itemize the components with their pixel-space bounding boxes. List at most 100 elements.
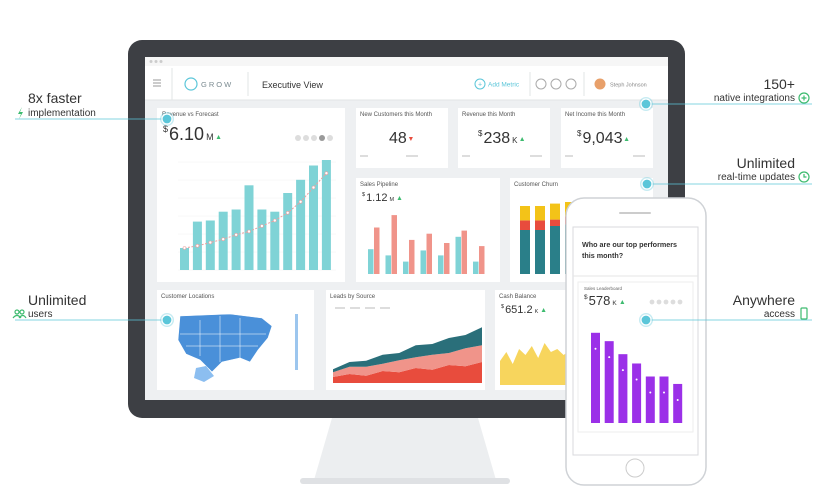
stacked-bar (520, 220, 530, 230)
callout-title: Unlimited (737, 155, 795, 171)
view-title: Executive View (262, 80, 323, 90)
bar-dot (676, 398, 679, 401)
area (500, 343, 570, 385)
bar (438, 255, 444, 274)
range-dot (295, 135, 301, 141)
forecast-dot (285, 211, 290, 215)
window-dot (149, 60, 153, 63)
legend-swatch (335, 307, 345, 309)
currency: $ (501, 304, 504, 310)
bar (385, 255, 391, 274)
bar (270, 211, 280, 270)
forecast-dot (260, 224, 264, 228)
bolt (18, 107, 23, 119)
bar (368, 249, 374, 274)
user-name[interactable]: Steph Johnson (610, 83, 647, 89)
widget-title: Sales Pipeline (360, 182, 399, 188)
forecast-dot (311, 185, 316, 190)
bar (180, 248, 189, 270)
forecast-dot (247, 229, 251, 234)
callout-dot (640, 98, 652, 110)
trend-up (541, 308, 546, 312)
toolbar-icon[interactable] (550, 78, 562, 90)
bar (283, 193, 293, 270)
plus-icon (798, 92, 810, 104)
phone: Who are our top performers this month? S… (565, 197, 707, 486)
metric-value: $238 K (478, 129, 518, 147)
widget-card (356, 108, 448, 168)
home-button[interactable] (625, 458, 645, 478)
bar (659, 376, 669, 423)
forecast-dot (234, 233, 238, 237)
value: 578 (589, 293, 611, 308)
callout-title: Unlimited (28, 292, 86, 308)
widget-title: Sales Leaderboard (584, 286, 623, 291)
callout-title: Anywhere (733, 292, 795, 308)
unit: K (535, 309, 539, 315)
range-dot (677, 299, 683, 305)
hands (803, 174, 807, 178)
unit: K (512, 136, 518, 145)
bar (426, 233, 432, 274)
forecast-dot (182, 246, 187, 250)
avatar[interactable] (594, 78, 606, 90)
toolbar-icon[interactable] (535, 78, 547, 90)
trend-up (620, 300, 625, 304)
widget-card (458, 108, 550, 168)
forecast-dot (208, 240, 213, 245)
menu-icon[interactable] (153, 79, 161, 87)
stacked-bar (520, 206, 530, 221)
legend-swatch (365, 307, 375, 309)
bar-dot (594, 347, 597, 350)
metric-value: $651.2 K (501, 304, 539, 316)
metric-value: $6.10 M (163, 124, 214, 144)
users-icon (12, 309, 27, 319)
currency: $ (163, 124, 168, 134)
kpi-footnote (530, 155, 542, 157)
value: 48 (389, 130, 407, 147)
forecast-dot (298, 200, 303, 204)
unit: M (206, 132, 214, 142)
logo-mark (184, 77, 198, 91)
add-metric-button[interactable]: Add Metric (488, 82, 520, 89)
range-dot (311, 135, 317, 141)
widget-title: Leads by Source (330, 294, 376, 300)
bar (618, 354, 628, 423)
kpi-footnote (633, 155, 645, 157)
bar (296, 179, 306, 270)
widget-title: New Customers this Month (360, 112, 432, 118)
value: 6.10 (169, 124, 204, 144)
bar (205, 220, 215, 270)
forecast-dot (272, 218, 277, 223)
callout-title: 150+ (763, 76, 795, 92)
bar (632, 363, 642, 423)
range-dot (663, 299, 669, 305)
clock-icon (798, 171, 810, 183)
metric-value: $9,043 (577, 129, 623, 147)
bar (374, 227, 380, 274)
toolbar-icon[interactable] (565, 78, 577, 90)
bar-dot (649, 391, 652, 394)
bar (409, 239, 415, 274)
bar (309, 165, 318, 270)
window-dot (154, 60, 158, 63)
monitor-base (300, 478, 510, 484)
value: 238 (483, 130, 510, 147)
widget-title: Cash Balance (499, 294, 537, 300)
bar-dot (608, 356, 611, 359)
bar (231, 209, 241, 270)
add-icon[interactable] (474, 78, 486, 90)
widget-title: Revenue this Month (462, 112, 515, 118)
map-borders (180, 316, 266, 362)
forecast-dot (221, 237, 225, 241)
currency: $ (478, 129, 483, 138)
bar (604, 341, 614, 423)
bar-dot (621, 369, 624, 372)
user (14, 309, 20, 315)
currency: $ (362, 192, 365, 198)
callout-dot (640, 314, 652, 326)
phone-question: this month? (582, 251, 623, 260)
callout-dot (641, 178, 653, 190)
range-dot (303, 135, 309, 141)
bar (455, 236, 461, 274)
